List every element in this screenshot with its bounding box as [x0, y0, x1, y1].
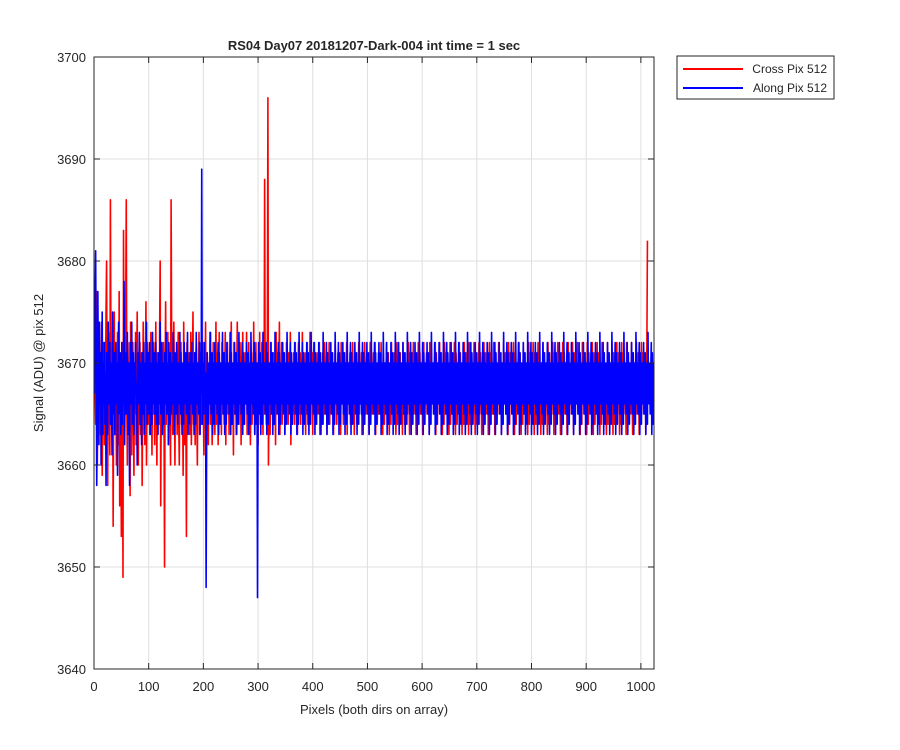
y-tick-label: 3690: [57, 152, 86, 167]
x-tick-label: 0: [90, 679, 97, 694]
x-tick-label: 500: [357, 679, 379, 694]
chart-title: RS04 Day07 20181207-Dark-004 int time = …: [228, 38, 520, 53]
x-tick-label: 300: [247, 679, 269, 694]
x-tick-label: 800: [521, 679, 543, 694]
legend: Cross Pix 512 Along Pix 512: [676, 55, 835, 100]
legend-box: [676, 55, 835, 100]
y-tick-label: 3660: [57, 458, 86, 473]
x-tick-label: 400: [302, 679, 324, 694]
y-axis-label: Signal (ADU) @ pix 512: [31, 294, 46, 432]
legend-label-along: Along Pix 512: [753, 81, 827, 95]
y-tick-label: 3650: [57, 560, 86, 575]
x-tick-label: 100: [138, 679, 160, 694]
y-axis: 3640 3650 3660 3670 3680 3690 3700: [57, 50, 654, 677]
y-tick-label: 3680: [57, 254, 86, 269]
y-tick-label: 3700: [57, 50, 86, 65]
x-tick-label: 700: [466, 679, 488, 694]
plot-series-group: [94, 97, 654, 599]
x-tick-label: 1000: [626, 679, 655, 694]
y-tick-label: 3670: [57, 356, 86, 371]
x-tick-label: 200: [193, 679, 215, 694]
x-tick-label: 600: [411, 679, 433, 694]
x-tick-label: 900: [575, 679, 597, 694]
y-tick-label: 3640: [57, 662, 86, 677]
legend-label-cross: Cross Pix 512: [752, 62, 827, 76]
x-axis: 0 100 200 300 400 500 600 700 800 900 1000: [90, 57, 655, 694]
series-line-along-pix-512: [94, 168, 654, 599]
x-axis-label: Pixels (both dirs on array): [300, 702, 448, 717]
